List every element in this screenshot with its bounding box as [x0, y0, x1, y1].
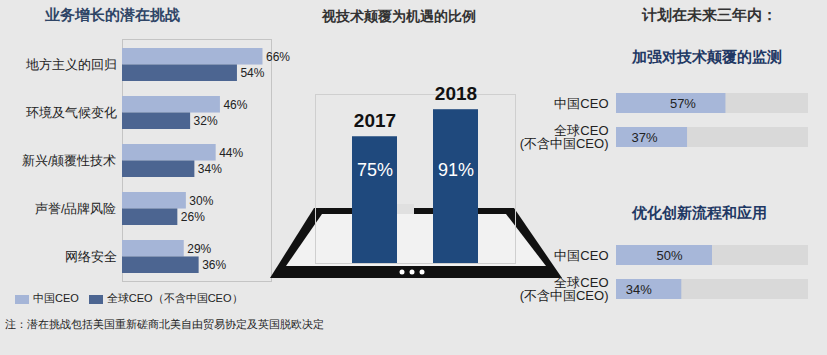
- svg-text:全球CEO(不含中国CEO): 全球CEO(不含中国CEO): [520, 123, 609, 151]
- svg-text:50%: 50%: [656, 248, 682, 263]
- svg-text:环境及气候变化: 环境及气候变化: [26, 105, 117, 120]
- svg-text:66%: 66%: [266, 50, 290, 64]
- html-text:加强对技术颠覆的监测: 加强对技术颠覆的监测: [632, 48, 782, 65]
- svg-text:91%: 91%: [438, 160, 474, 180]
- svg-text:46%: 46%: [223, 98, 247, 112]
- svg-text:32%: 32%: [194, 114, 218, 128]
- html-text:中国CEO: 中国CEO: [33, 292, 79, 304]
- svg-text:网络安全: 网络安全: [65, 249, 117, 264]
- html-text:注：潜在挑战包括美国重新磋商北美自由贸易协定及英国脱欧决定: 注：潜在挑战包括美国重新磋商北美自由贸易协定及英国脱欧决定: [5, 318, 324, 330]
- html-text:业务增长的潜在挑战: 业务增长的潜在挑战: [45, 6, 180, 23]
- svg-text:声誉/品牌风险: 声誉/品牌风险: [35, 201, 117, 216]
- svg-text:2017: 2017: [354, 110, 396, 131]
- html-text:优化创新流程和应用: 优化创新流程和应用: [632, 204, 767, 221]
- svg-text:中国CEO: 中国CEO: [554, 96, 608, 111]
- svg-text:2018: 2018: [435, 83, 477, 104]
- html-text:视技术颠覆为机遇的比例: 视技术颠覆为机遇的比例: [322, 8, 476, 24]
- svg-text:中国CEO: 中国CEO: [554, 248, 608, 263]
- svg-text:44%: 44%: [219, 146, 243, 160]
- svg-text:29%: 29%: [187, 242, 211, 256]
- svg-text:36%: 36%: [202, 258, 226, 272]
- svg-text:37%: 37%: [632, 130, 658, 145]
- html-text:全球CEO（不含中国CEO）: 全球CEO（不含中国CEO）: [106, 292, 243, 304]
- svg-text:54%: 54%: [240, 66, 264, 80]
- svg-text:34%: 34%: [198, 162, 222, 176]
- svg-text:26%: 26%: [181, 210, 205, 224]
- svg-text:57%: 57%: [670, 96, 696, 111]
- svg-text:新兴/颠覆性技术: 新兴/颠覆性技术: [22, 153, 117, 168]
- html-text:计划在未来三年内：: 计划在未来三年内：: [642, 6, 777, 23]
- svg-text:30%: 30%: [189, 194, 213, 208]
- svg-text:34%: 34%: [626, 282, 652, 297]
- svg-text:75%: 75%: [357, 160, 393, 180]
- svg-text:地方主义的回归: 地方主义的回归: [25, 57, 117, 72]
- svg-text:全球CEO(不含中国CEO): 全球CEO(不含中国CEO): [520, 275, 609, 303]
